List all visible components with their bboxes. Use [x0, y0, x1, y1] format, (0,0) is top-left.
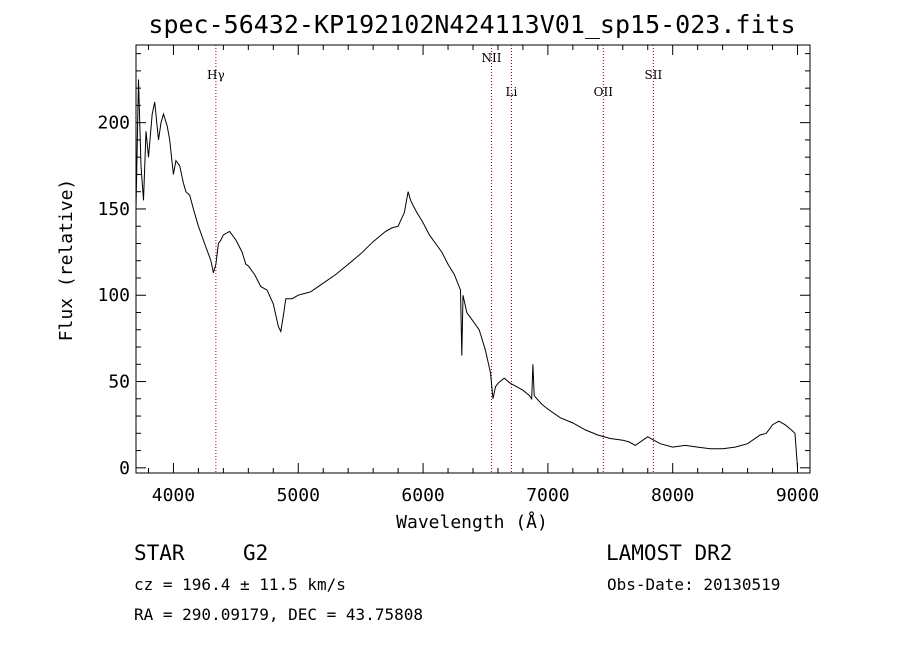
y-axis-label: Flux (relative) — [56, 179, 77, 342]
spectral-line-label: Hγ — [207, 68, 225, 82]
spectral-line-markers: Hγ NII Li OII SII — [207, 45, 662, 473]
plot-frame — [135, 44, 811, 474]
x-axis-label: Wavelength (Å) — [396, 511, 548, 533]
spectral-line-label: Li — [506, 85, 518, 99]
chart-title: spec-56432-KP192102N424113V01_sp15-023.f… — [148, 10, 795, 39]
y-tick-label: 150 — [97, 199, 130, 220]
x-tick-label: 5000 — [277, 485, 320, 506]
survey-name: LAMOST DR2 — [606, 541, 732, 565]
x-tick-label: 8000 — [651, 485, 694, 506]
axis-ticks: 4000 5000 6000 7000 8000 9000 0 50 100 150 200 — [97, 45, 819, 506]
y-tick-label: 100 — [97, 285, 130, 306]
x-tick-label: 4000 — [152, 485, 195, 506]
object-type: STAR — [134, 541, 185, 565]
spectrum-series-line — [135, 79, 798, 468]
x-tick-label: 7000 — [526, 485, 569, 506]
object-subclass: G2 — [243, 541, 268, 565]
y-tick-label: 50 — [108, 372, 130, 393]
coords-text: RA = 290.09179, DEC = 43.75808 — [134, 605, 423, 624]
spectral-line-label: NII — [481, 51, 501, 65]
x-tick-label: 6000 — [401, 485, 444, 506]
y-tick-label: 200 — [97, 113, 130, 134]
y-tick-label: 0 — [119, 458, 130, 479]
spectral-line-label: SII — [645, 68, 663, 82]
x-tick-label: 9000 — [776, 485, 819, 506]
spectral-line-label: OII — [594, 85, 614, 99]
redshift-text: cz = 196.4 ± 11.5 km/s — [134, 575, 346, 594]
obs-date-text: Obs-Date: 20130519 — [607, 575, 780, 594]
